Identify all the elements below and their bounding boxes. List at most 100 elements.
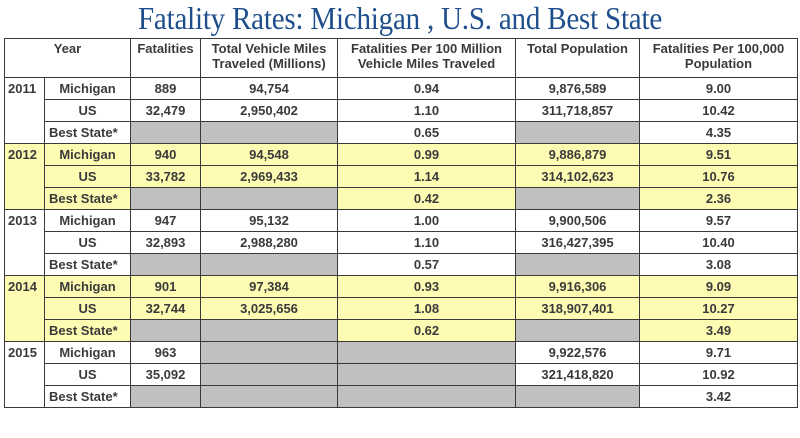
fatalities-cell: 32,744 xyxy=(130,297,201,320)
year-group-2015: 2015 Michigan 963 9,922,576 9.71 US 35,092 321,… xyxy=(4,341,798,408)
header-fatalities: Fatalities xyxy=(130,38,201,78)
fatalities-cell: 889 xyxy=(130,77,201,100)
population-cell: 9,916,306 xyxy=(515,275,640,298)
rate-vmt-cell: 0.99 xyxy=(337,143,516,166)
table-row: US 32,744 3,025,656 1.08 318,907,401 10.27 xyxy=(5,297,798,320)
rate-vmt-cell: 0.57 xyxy=(337,253,516,276)
not-available-cell xyxy=(515,187,640,210)
not-available-cell xyxy=(200,121,338,144)
population-cell: 314,102,623 xyxy=(515,165,640,188)
not-available-cell xyxy=(337,385,516,408)
not-available-cell xyxy=(200,253,338,276)
not-available-cell xyxy=(200,319,338,342)
table-row: 2015 Michigan 963 9,922,576 9.71 xyxy=(4,341,798,408)
not-available-cell xyxy=(200,363,338,386)
rate-pop-cell: 3.08 xyxy=(639,253,798,276)
fatality-rates-table: Year Fatalities Total Vehicle Miles Trav… xyxy=(4,38,798,408)
table-row: 2012 Michigan 940 94,548 0.99 9,886,879 9.51 xyxy=(4,143,798,210)
not-available-cell xyxy=(337,363,516,386)
year-group-2012: 2012 Michigan 940 94,548 0.99 9,886,879 9.51 US… xyxy=(4,143,798,210)
rate-pop-cell: 9.51 xyxy=(639,143,798,166)
entity-cell: Michigan xyxy=(44,209,131,232)
entity-cell: Best State* xyxy=(44,187,131,210)
header-rate-pop: Fatalities Per 100,000 Population xyxy=(639,38,798,78)
table-row: 2013 Michigan 947 95,132 1.00 9,900,506 9.57 xyxy=(4,209,798,276)
rate-pop-cell: 2.36 xyxy=(639,187,798,210)
header-year: Year xyxy=(4,38,131,78)
table-row: 2014 Michigan 901 97,384 0.93 9,916,306 9.09 xyxy=(4,275,798,342)
population-cell: 9,886,879 xyxy=(515,143,640,166)
fatalities-cell: 32,893 xyxy=(130,231,201,254)
year-cell: 2011 xyxy=(4,77,45,144)
entity-cell: Best State* xyxy=(44,385,131,408)
entity-cell: Best State* xyxy=(44,319,131,342)
fatalities-cell: 963 xyxy=(130,341,201,364)
entity-cell: US xyxy=(44,297,131,320)
rate-pop-cell: 9.57 xyxy=(639,209,798,232)
header-row: Year Fatalities Total Vehicle Miles Trav… xyxy=(4,38,798,78)
header-vmt-line2: Traveled (Millions) xyxy=(212,56,326,71)
rate-pop-cell: 10.92 xyxy=(639,363,798,386)
rate-pop-cell: 9.00 xyxy=(639,77,798,100)
rate-pop-cell: 3.49 xyxy=(639,319,798,342)
rate-pop-cell: 9.71 xyxy=(639,341,798,364)
not-available-cell xyxy=(515,253,640,276)
year-group-2011: 2011 Michigan 889 94,754 0.94 9,876,589 9.00 US… xyxy=(4,77,798,144)
header-rate-vmt-line2: Vehicle Miles Traveled xyxy=(357,56,496,71)
header-rate-vmt-line1: Fatalities Per 100 Million xyxy=(351,41,502,56)
vmt-cell: 3,025,656 xyxy=(200,297,338,320)
rate-pop-cell: 10.27 xyxy=(639,297,798,320)
rate-vmt-cell: 0.93 xyxy=(337,275,516,298)
entity-cell: US xyxy=(44,231,131,254)
vmt-cell: 2,969,433 xyxy=(200,165,338,188)
table-row: US 35,092 321,418,820 10.92 xyxy=(5,363,798,386)
rate-pop-cell: 9.09 xyxy=(639,275,798,298)
not-available-cell xyxy=(515,121,640,144)
population-cell: 9,876,589 xyxy=(515,77,640,100)
header-rate-pop-line2: Population xyxy=(684,56,753,71)
population-cell: 321,418,820 xyxy=(515,363,640,386)
table-row: 2011 Michigan 889 94,754 0.94 9,876,589 9.00 xyxy=(4,77,798,144)
rate-vmt-cell: 1.10 xyxy=(337,231,516,254)
not-available-cell xyxy=(200,187,338,210)
fatalities-cell: 32,479 xyxy=(130,99,201,122)
rate-vmt-cell: 0.65 xyxy=(337,121,516,144)
rate-vmt-cell: 0.94 xyxy=(337,77,516,100)
not-available-cell xyxy=(130,187,201,210)
header-vmt-line1: Total Vehicle Miles xyxy=(211,41,327,56)
rate-pop-cell: 10.42 xyxy=(639,99,798,122)
table-row: US 33,782 2,969,433 1.14 314,102,623 10.76 xyxy=(5,165,798,188)
year-cell: 2012 xyxy=(4,143,45,210)
year-cell: 2013 xyxy=(4,209,45,276)
table-row: US 32,479 2,950,402 1.10 311,718,857 10.42 xyxy=(5,99,798,122)
rate-vmt-cell: 1.14 xyxy=(337,165,516,188)
entity-cell: Michigan xyxy=(44,341,131,364)
entity-cell: Michigan xyxy=(44,143,131,166)
not-available-cell xyxy=(515,385,640,408)
entity-cell: Best State* xyxy=(44,121,131,144)
header-vmt: Total Vehicle Miles Traveled (Millions) xyxy=(200,38,338,78)
entity-cell: Best State* xyxy=(44,253,131,276)
table-row: Best State* 0.42 2.36 xyxy=(5,187,798,210)
year-cell: 2015 xyxy=(4,341,45,408)
rate-vmt-cell: 1.08 xyxy=(337,297,516,320)
header-population: Total Population xyxy=(515,38,640,78)
not-available-cell xyxy=(200,341,338,364)
table-row: Best State* 0.65 4.35 xyxy=(5,121,798,144)
fatalities-cell: 33,782 xyxy=(130,165,201,188)
vmt-cell: 95,132 xyxy=(200,209,338,232)
population-cell: 9,922,576 xyxy=(515,341,640,364)
not-available-cell xyxy=(130,253,201,276)
header-rate-pop-line1: Fatalities Per 100,000 xyxy=(652,41,785,56)
entity-cell: US xyxy=(44,99,131,122)
vmt-cell: 2,988,280 xyxy=(200,231,338,254)
entity-cell: Michigan xyxy=(44,275,131,298)
rate-vmt-cell: 1.00 xyxy=(337,209,516,232)
table-row: Best State* 0.62 3.49 xyxy=(5,319,798,342)
not-available-cell xyxy=(130,385,201,408)
not-available-cell xyxy=(200,385,338,408)
rate-pop-cell: 3.42 xyxy=(639,385,798,408)
rate-vmt-cell: 0.62 xyxy=(337,319,516,342)
population-cell: 316,427,395 xyxy=(515,231,640,254)
entity-cell: US xyxy=(44,363,131,386)
